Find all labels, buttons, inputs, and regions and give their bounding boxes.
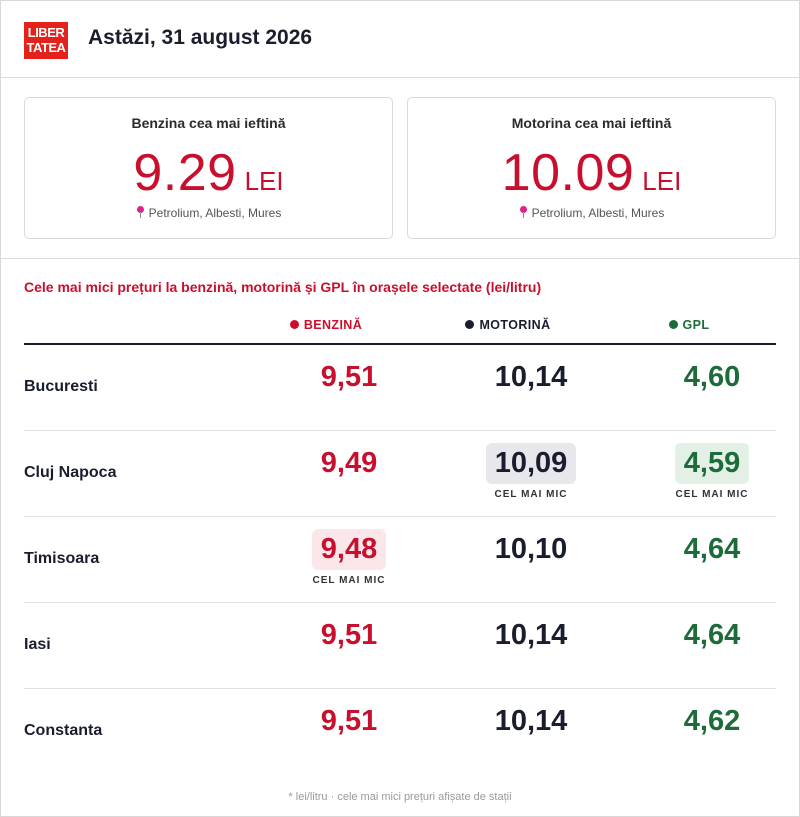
column-header-gpl: GPL xyxy=(614,318,764,332)
price-cell-benzina: 9,51 xyxy=(274,615,424,656)
logo-line-1: LIBER xyxy=(27,25,65,40)
price-cell-motorina: 10,14 xyxy=(456,615,606,656)
card-location-text: Petrolium, Albesti, Mures xyxy=(531,206,665,220)
benzina-dot-icon xyxy=(289,320,299,329)
price-cell-motorina: 10,14 xyxy=(456,357,606,398)
card-label: Benzina cea mai ieftină xyxy=(131,115,286,131)
price-cell-gpl: 4,64 xyxy=(637,615,787,656)
table-row: Bucuresti 9,51 10,14 4,60 xyxy=(24,345,776,431)
price-cell-motorina: 10,09 CEL MAI MIC xyxy=(456,443,606,500)
card-price-unit: LEI xyxy=(244,166,284,196)
location-pin-icon xyxy=(136,206,145,218)
price-cell-benzina: 9,51 xyxy=(274,357,424,398)
city-name: Bucuresti xyxy=(24,378,98,395)
price-cell-gpl: 4,64 xyxy=(637,529,787,570)
card-location: Petrolium, Albesti, Mures xyxy=(408,206,775,220)
price-value-motorina: 10,14 xyxy=(494,705,568,737)
card-price-unit: LEI xyxy=(642,166,682,196)
price-cell-gpl: 4,62 xyxy=(637,701,787,742)
price-value-gpl: 4,62 xyxy=(683,705,741,737)
location-pin-icon xyxy=(519,206,528,218)
city-name: Cluj Napoca xyxy=(24,464,117,481)
libertatea-logo[interactable]: LIBER TATEA xyxy=(24,22,68,59)
card-location-text: Petrolium, Albesti, Mures xyxy=(148,206,282,220)
section-title: Cele mai mici prețuri la benzină, motori… xyxy=(24,279,542,295)
table-header-rule xyxy=(24,343,776,345)
header: LIBER TATEA Astăzi, 31 august 2026 xyxy=(1,1,800,78)
price-cell-motorina: 10,10 xyxy=(456,529,606,570)
column-header-benzina: BENZINĂ xyxy=(251,318,401,332)
table-row: Timisoara 9,48 CEL MAI MIC 10,10 4,64 xyxy=(24,517,776,603)
section-divider xyxy=(1,258,800,259)
price-cell-gpl: 4,59 CEL MAI MIC xyxy=(637,443,787,500)
price-value-gpl: 4,59 xyxy=(674,443,750,484)
gpl-dot-icon xyxy=(668,320,678,329)
price-value-gpl: 4,60 xyxy=(683,361,741,393)
card-location: Petrolium, Albesti, Mures xyxy=(25,206,392,220)
table-row: Cluj Napoca 9,49 10,09 CEL MAI MIC 4,59 CEL M… xyxy=(24,431,776,517)
card-price-value: 10.09 xyxy=(501,144,635,202)
price-value-benzina: 9,51 xyxy=(320,619,378,651)
price-cell-gpl: 4,60 xyxy=(637,357,787,398)
card-label: Motorina cea mai ieftină xyxy=(511,115,672,131)
price-cell-benzina: 9,51 xyxy=(274,701,424,742)
price-value-benzina: 9,49 xyxy=(320,447,378,479)
column-header-label: GPL xyxy=(682,318,710,332)
lowest-price-badge: CEL MAI MIC xyxy=(312,575,386,586)
city-name: Iasi xyxy=(24,636,51,653)
card-cheapest-motorina: Motorina cea mai ieftină 10.09 LEI Petrol… xyxy=(407,97,776,239)
price-value-benzina: 9,48 xyxy=(311,529,387,570)
page-title: Astăzi, 31 august 2026 xyxy=(88,26,313,49)
table-row: Iasi 9,51 10,14 4,64 xyxy=(24,603,776,689)
lowest-price-badge: CEL MAI MIC xyxy=(675,489,749,500)
price-cell-benzina: 9,49 xyxy=(274,443,424,484)
motorina-dot-icon xyxy=(465,320,475,329)
card-cheapest-benzina: Benzina cea mai ieftină 9.29 LEI Petroliu… xyxy=(24,97,393,239)
price-value-motorina: 10,10 xyxy=(494,533,568,565)
card-price: 10.09 LEI xyxy=(408,143,775,203)
column-header-label: BENZINĂ xyxy=(303,318,363,332)
logo-line-2: TATEA xyxy=(26,40,66,55)
price-value-motorina: 10,09 xyxy=(485,443,577,484)
column-header-label: MOTORINĂ xyxy=(479,318,551,332)
footnote: * lei/litru · cele mai mici prețuri afiș… xyxy=(288,791,512,803)
city-name: Timisoara xyxy=(24,550,100,567)
city-name: Constanta xyxy=(24,722,103,739)
price-cell-motorina: 10,14 xyxy=(456,701,606,742)
card-price-value: 9.29 xyxy=(133,144,237,202)
price-value-gpl: 4,64 xyxy=(683,619,741,651)
price-cell-benzina: 9,48 CEL MAI MIC xyxy=(274,529,424,586)
lowest-price-badge: CEL MAI MIC xyxy=(494,489,568,500)
price-value-motorina: 10,14 xyxy=(494,361,568,393)
price-value-benzina: 9,51 xyxy=(320,705,378,737)
card-price: 9.29 LEI xyxy=(25,143,392,203)
column-header-motorina: MOTORINĂ xyxy=(433,318,583,332)
table-row: Constanta 9,51 10,14 4,62 xyxy=(24,689,776,775)
price-value-benzina: 9,51 xyxy=(320,361,378,393)
price-value-gpl: 4,64 xyxy=(683,533,741,565)
price-value-motorina: 10,14 xyxy=(494,619,568,651)
